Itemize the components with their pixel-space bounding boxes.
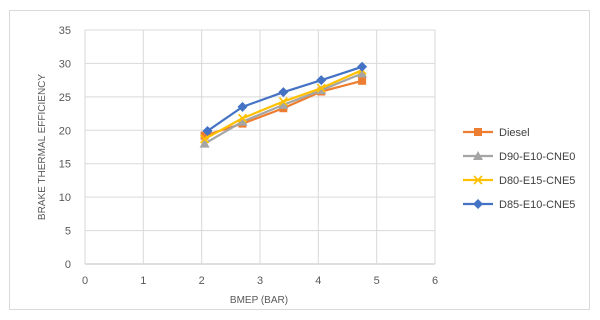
y-tick-label: 20 [59,125,71,137]
data-point-triangle [473,151,483,160]
data-point-x [278,96,288,107]
legend-item: Diesel [463,127,530,139]
grid-layer [84,29,436,265]
data-point-x [200,134,210,144]
y-tick-label: 15 [59,159,71,171]
legend-item: D90-E10-CNE0 [463,151,575,163]
series-layer [199,61,368,148]
x-tick-label: 6 [432,275,438,287]
data-point-diamond [357,61,368,72]
y-axis-title: BRAKE THERMAL EFFICIENCY [37,74,48,220]
data-point-triangle [316,85,327,95]
series-2 [200,65,367,144]
y-tick-label: 35 [59,25,71,37]
data-point-triangle [357,68,368,78]
data-point-diamond [237,101,248,112]
tick-labels: 0 5 10 15 20 25 30 35 0 1 2 3 4 5 6 [59,25,438,287]
data-point-x [473,175,483,185]
series-1 [199,68,368,148]
data-point-square [358,76,367,85]
data-point-square [200,131,209,140]
x-tick-label: 5 [374,275,380,287]
data-point-triangle [278,99,289,109]
data-point-diamond [202,125,213,136]
legend: Diesel D90-E10-CNE0 D80-E15-CNE5 D85-E10-CN… [463,127,575,211]
data-point-square [474,128,482,136]
y-tick-label: 0 [65,259,71,271]
x-tick-label: 2 [199,275,205,287]
data-point-x [237,113,248,123]
legend-item: D80-E15-CNE5 [463,175,575,187]
y-tick-label: 5 [65,226,71,238]
x-tick-label: 4 [315,275,321,287]
y-tick-label: 10 [59,192,71,204]
legend-label: D80-E15-CNE5 [499,175,575,187]
x-axis-title: BMEP (BAR) [230,295,288,306]
legend-item: D85-E10-CNE5 [463,199,575,211]
y-tick-label: 30 [59,58,71,70]
x-tick-label: 0 [82,275,88,287]
data-point-diamond [316,75,327,86]
legend-label: D85-E10-CNE5 [499,199,575,211]
legend-label: Diesel [499,127,530,139]
y-tick-label: 25 [59,92,71,104]
series-line [206,65,363,132]
data-point-x [316,83,326,93]
chart-frame [9,10,590,310]
x-tick-label: 1 [140,275,146,287]
x-tick-label: 3 [257,275,263,287]
series-3 [202,61,368,136]
data-point-diamond [278,87,289,98]
legend-label: D90-E10-CNE0 [499,151,575,163]
data-point-triangle [237,116,248,126]
data-point-triangle [199,138,210,148]
data-point-diamond [473,199,483,209]
